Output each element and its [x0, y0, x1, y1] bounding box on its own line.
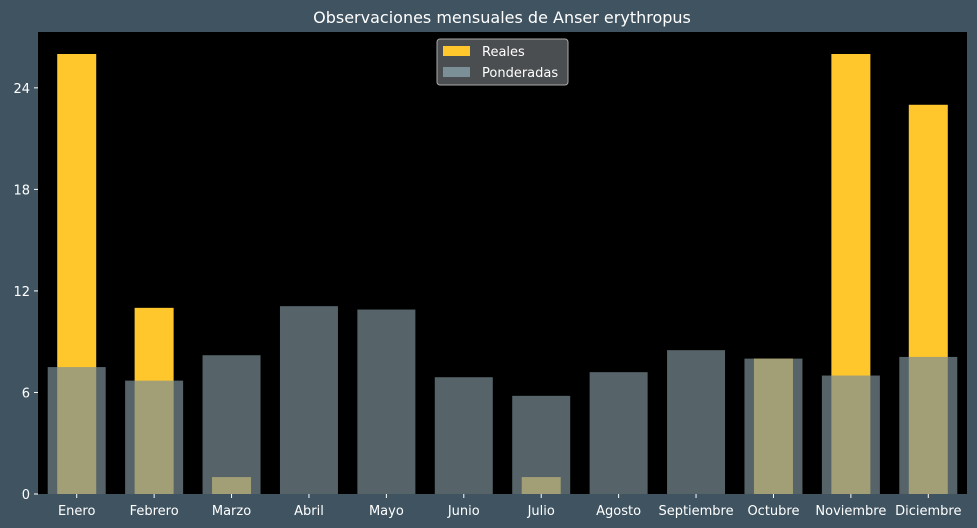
x-tick-label-abril: Abril: [294, 504, 324, 519]
x-tick-label-diciembre: Diciembre: [895, 504, 961, 519]
x-tick-label-junio: Junio: [447, 504, 480, 519]
bar-ponderadas-septiembre: [667, 350, 726, 494]
y-tick-label-24: 24: [13, 82, 30, 97]
legend-label-ponderadas: Ponderadas: [482, 66, 558, 81]
x-tick-label-mayo: Mayo: [369, 504, 404, 519]
bar-ponderadas-abril: [279, 306, 338, 494]
x-tick-label-febrero: Febrero: [130, 504, 179, 519]
x-tick-label-marzo: Marzo: [212, 504, 251, 519]
x-tick-label-enero: Enero: [58, 504, 96, 519]
x-axis: Enero Febrero Marzo Abril Mayo Junio Julio Agos…: [58, 494, 961, 519]
bar-ponderadas-noviembre: [821, 375, 880, 494]
bar-ponderadas-octubre: [744, 358, 803, 494]
y-tick-label-18: 18: [13, 183, 30, 198]
x-tick-label-octubre: Octubre: [747, 504, 799, 519]
bar-ponderadas-mayo: [357, 309, 416, 494]
y-tick-label-12: 12: [13, 285, 30, 300]
legend-swatch-reales: [443, 46, 470, 56]
legend: Reales Ponderadas: [436, 38, 569, 86]
chart-title: Observaciones mensuales de Anser erythro…: [313, 8, 691, 27]
legend-swatch-ponderadas: [443, 67, 470, 77]
bar-ponderadas-julio: [512, 395, 571, 494]
x-tick-label-julio: Julio: [527, 504, 555, 519]
x-tick-label-septiembre: Septiembre: [658, 504, 733, 519]
y-axis: 0 6 12 18 24: [13, 82, 38, 503]
y-tick-label-6: 6: [22, 386, 30, 401]
x-tick-label-noviembre: Noviembre: [815, 504, 886, 519]
legend-label-reales: Reales: [482, 45, 525, 60]
bar-ponderadas-agosto: [589, 372, 648, 494]
bar-ponderadas-febrero: [125, 380, 184, 494]
plot-area: [38, 32, 967, 494]
series-ponderadas: [47, 306, 958, 494]
bar-ponderadas-enero: [47, 367, 106, 494]
bar-ponderadas-diciembre: [899, 356, 958, 494]
y-tick-label-0: 0: [22, 488, 30, 503]
x-tick-label-agosto: Agosto: [596, 504, 641, 519]
bar-ponderadas-marzo: [202, 355, 261, 494]
bar-ponderadas-junio: [434, 377, 493, 494]
